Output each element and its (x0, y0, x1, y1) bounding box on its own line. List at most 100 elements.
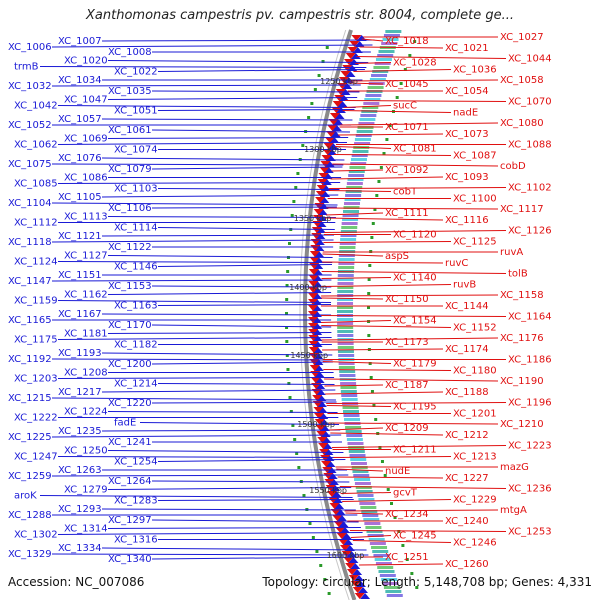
label-connector (107, 60, 369, 63)
reverse-gene-marker (308, 293, 319, 299)
gene-label-left: XC_1151 (58, 270, 102, 281)
reverse-gene-marker (319, 167, 330, 173)
forward-gene-marker (333, 119, 344, 125)
reverse-gene-marker (332, 101, 343, 107)
feature-band (337, 342, 354, 345)
gene-label-left: XC_1302 (14, 530, 58, 541)
reverse-gene-marker (346, 569, 357, 575)
feature-band (375, 562, 392, 565)
gene-label-left: fadE (114, 418, 136, 429)
tick-mark (302, 494, 306, 497)
label-connector (324, 378, 499, 382)
feature-band (365, 94, 382, 97)
kbp-scale-label: 1250 kbp (320, 77, 358, 86)
feature-band (373, 66, 390, 69)
label-connector (57, 142, 347, 145)
feature-band (357, 494, 374, 497)
gene-label-right: XC_1210 (500, 419, 544, 430)
label-connector (151, 556, 370, 560)
tick-mark (307, 116, 311, 119)
feature-band (348, 170, 365, 173)
tick-mark (370, 390, 374, 393)
label-connector (344, 105, 392, 108)
reverse-gene-marker (315, 197, 326, 203)
forward-gene-marker (315, 389, 326, 395)
reverse-gene-marker (336, 533, 347, 539)
label-connector (157, 69, 365, 72)
feature-band (378, 50, 395, 53)
label-connector (151, 324, 332, 328)
gene-label-left: XC_1106 (108, 203, 152, 214)
tick-mark (291, 424, 295, 427)
gene-label-left: XC_1235 (58, 426, 102, 437)
gene-label-left: XC_1147 (8, 276, 52, 287)
gene-label-left: XC_1086 (64, 173, 108, 184)
forward-gene-marker (314, 245, 325, 251)
feature-band (356, 130, 373, 133)
reverse-gene-marker (351, 35, 362, 41)
gene-label-left: XC_1159 (14, 296, 58, 307)
gene-label-right: XC_1044 (508, 54, 552, 65)
reverse-gene-marker (323, 473, 334, 479)
label-connector (333, 456, 452, 458)
reverse-gene-marker (312, 395, 323, 401)
forward-gene-marker (342, 83, 353, 89)
forward-gene-marker (313, 353, 324, 359)
gene-label-left: XC_1047 (64, 95, 108, 106)
reverse-gene-marker (318, 173, 329, 179)
label-connector (330, 176, 444, 180)
feature-band (362, 514, 379, 517)
gene-label-left: XC_1241 (108, 437, 152, 448)
gene-label-left: XC_1259 (8, 471, 52, 482)
feature-band (369, 542, 386, 545)
label-connector (339, 486, 507, 489)
label-connector (57, 337, 332, 340)
feature-band (383, 586, 400, 589)
forward-gene-marker (312, 287, 323, 293)
feature-band (360, 506, 377, 509)
gene-label-left: XC_1208 (64, 368, 108, 379)
forward-gene-marker (336, 515, 347, 521)
kbp-scale-label: 1450 kbp (290, 351, 328, 360)
tick-mark (317, 74, 321, 77)
label-connector (157, 304, 332, 306)
feature-band (341, 222, 358, 225)
gene-label-left: XC_1153 (108, 281, 152, 292)
gene-label-right: XC_1236 (508, 484, 552, 495)
label-connector (321, 277, 392, 279)
feature-band (365, 526, 382, 529)
feature-band (339, 374, 356, 377)
gene-label-right: nudE (385, 466, 410, 477)
tick-mark (373, 208, 377, 211)
feature-band (377, 54, 394, 57)
reverse-gene-marker (320, 455, 331, 461)
tick-mark (369, 376, 373, 379)
label-connector (325, 391, 444, 395)
tick-mark (297, 466, 301, 469)
reverse-gene-marker (342, 65, 353, 71)
label-connector (51, 279, 332, 282)
label-connector (101, 234, 335, 237)
gene-label-left: XC_1104 (8, 198, 52, 209)
feature-band (339, 246, 356, 249)
label-connector (324, 230, 507, 233)
label-connector (326, 405, 392, 407)
gene-label-left: XC_1114 (114, 223, 158, 234)
feature-band (341, 398, 358, 401)
gene-label-left: XC_1225 (8, 432, 52, 443)
tick-mark (385, 138, 389, 141)
gene-label-left: XC_1279 (64, 485, 108, 496)
tick-mark (301, 144, 305, 147)
forward-gene-marker (343, 539, 354, 545)
feature-band (345, 194, 362, 197)
gene-label-left: XC_1250 (64, 446, 108, 457)
tick-mark (380, 460, 384, 463)
feature-band (354, 482, 371, 485)
tick-mark (378, 446, 382, 449)
gene-label-right: nadE (453, 108, 478, 119)
label-connector (321, 271, 507, 274)
feature-band (340, 234, 357, 237)
label-connector (107, 527, 361, 529)
tick-mark (308, 522, 312, 525)
forward-gene-marker (312, 269, 323, 275)
